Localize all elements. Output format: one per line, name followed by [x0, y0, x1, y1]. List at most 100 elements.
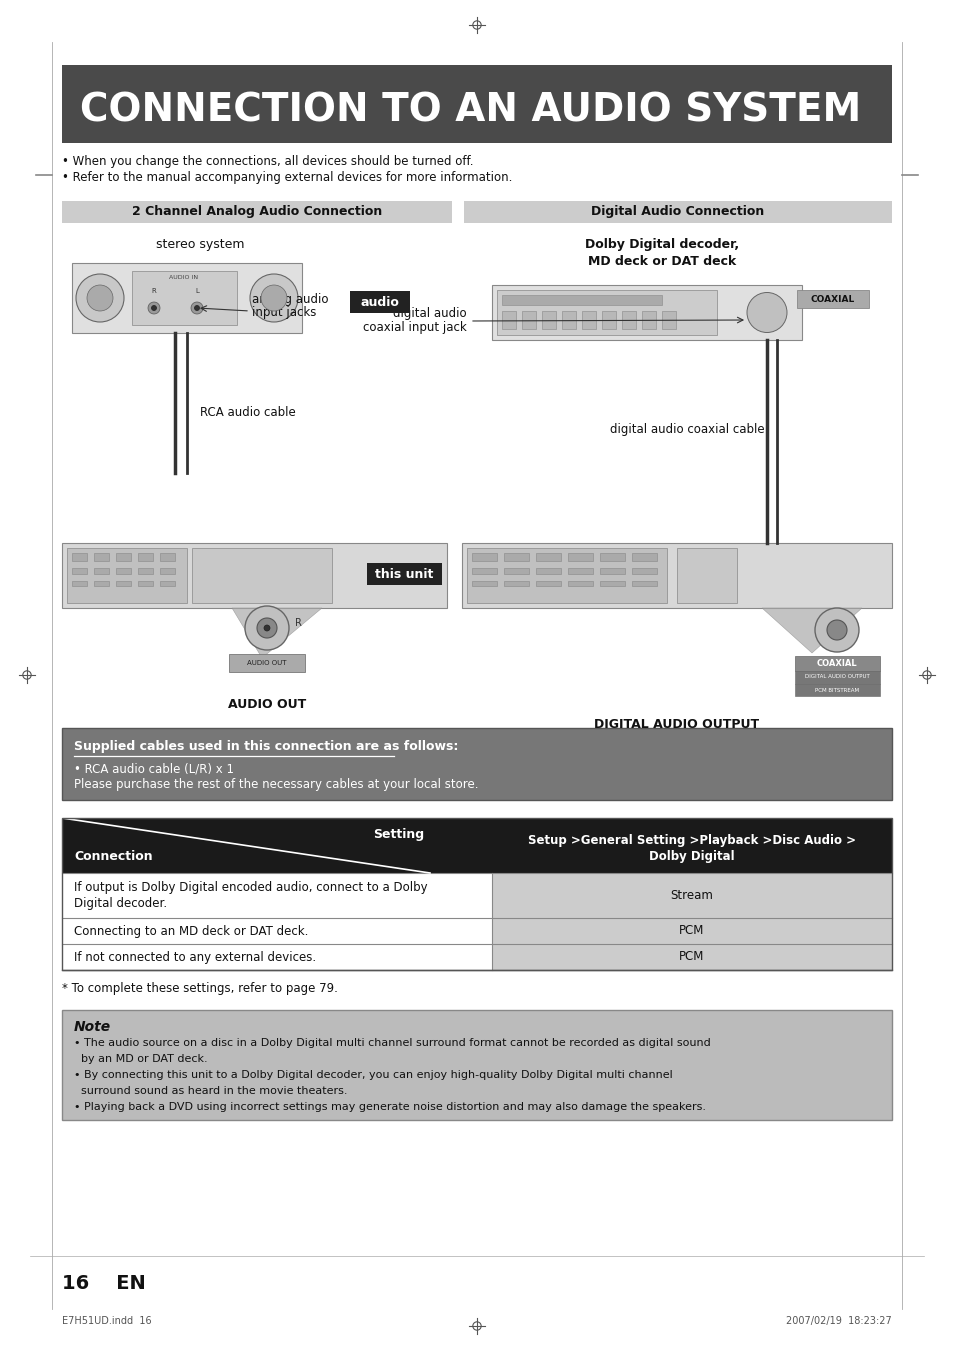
Circle shape — [194, 305, 199, 311]
Bar — [599, 553, 624, 561]
Bar — [138, 553, 152, 561]
Circle shape — [191, 303, 203, 313]
Bar — [116, 567, 131, 574]
Bar — [62, 201, 452, 223]
Bar — [472, 567, 497, 574]
Text: 2007/02/19  18:23:27: 2007/02/19 18:23:27 — [785, 1316, 891, 1325]
Circle shape — [826, 620, 846, 640]
Bar — [501, 311, 516, 330]
Circle shape — [746, 293, 786, 332]
Bar — [71, 581, 87, 586]
Bar — [492, 917, 891, 944]
Text: Digital decoder.: Digital decoder. — [74, 897, 167, 911]
Circle shape — [76, 274, 124, 322]
Bar — [796, 290, 868, 308]
Text: MD deck or DAT deck: MD deck or DAT deck — [587, 255, 736, 267]
Text: surround sound as heard in the movie theaters.: surround sound as heard in the movie the… — [74, 1086, 347, 1096]
Bar — [661, 311, 676, 330]
Text: • By connecting this unit to a Dolby Digital decoder, you can enjoy high-quality: • By connecting this unit to a Dolby Dig… — [74, 1070, 672, 1079]
Bar — [601, 311, 616, 330]
Text: • Playing back a DVD using incorrect settings may generate noise distortion and : • Playing back a DVD using incorrect set… — [74, 1102, 705, 1112]
Text: AUDIO OUT: AUDIO OUT — [228, 698, 306, 711]
Bar — [567, 553, 593, 561]
Bar — [62, 65, 891, 143]
Bar — [116, 581, 131, 586]
Bar — [631, 567, 657, 574]
Text: Setting: Setting — [373, 828, 423, 842]
Bar — [132, 272, 236, 326]
Text: audio: audio — [360, 296, 399, 308]
Bar — [536, 581, 560, 586]
Circle shape — [814, 608, 858, 653]
Text: input jacks: input jacks — [252, 305, 316, 319]
Text: DIGITAL AUDIO OUTPUT: DIGITAL AUDIO OUTPUT — [803, 674, 868, 680]
Text: R: R — [294, 617, 301, 628]
Bar — [541, 311, 556, 330]
Bar — [71, 567, 87, 574]
Bar — [67, 549, 187, 603]
Text: PCM: PCM — [679, 951, 704, 963]
Text: • The audio source on a disc in a Dolby Digital multi channel surround format ca: • The audio source on a disc in a Dolby … — [74, 1038, 710, 1048]
Text: COAXIAL: COAXIAL — [810, 295, 854, 304]
Bar — [561, 311, 576, 330]
Text: PCM BITSTREAM: PCM BITSTREAM — [814, 688, 858, 693]
Bar — [62, 728, 891, 800]
Text: COAXIAL: COAXIAL — [816, 658, 857, 667]
Bar — [497, 290, 717, 335]
Circle shape — [264, 626, 270, 631]
Bar — [503, 567, 529, 574]
Bar — [62, 543, 447, 608]
Bar — [567, 581, 593, 586]
Text: PCM: PCM — [679, 924, 704, 938]
Text: digital audio coaxial cable: digital audio coaxial cable — [609, 423, 763, 436]
Polygon shape — [232, 608, 322, 658]
Bar — [62, 1011, 891, 1120]
Text: Note: Note — [74, 1020, 111, 1034]
Text: Connecting to an MD deck or DAT deck.: Connecting to an MD deck or DAT deck. — [74, 924, 308, 938]
Bar — [62, 817, 891, 970]
Bar — [229, 654, 305, 671]
Bar — [621, 311, 636, 330]
Circle shape — [261, 285, 287, 311]
Text: digital audio: digital audio — [393, 307, 467, 319]
Bar — [94, 581, 109, 586]
Bar — [138, 567, 152, 574]
Bar — [521, 311, 536, 330]
Bar — [160, 567, 174, 574]
Text: Setup >General Setting >Playback >Disc Audio >: Setup >General Setting >Playback >Disc A… — [527, 834, 855, 847]
Bar — [503, 581, 529, 586]
Bar — [94, 553, 109, 561]
Text: 2 Channel Analog Audio Connection: 2 Channel Analog Audio Connection — [132, 205, 382, 219]
Text: Dolby Digital: Dolby Digital — [648, 850, 734, 863]
Bar — [503, 553, 529, 561]
Bar — [631, 581, 657, 586]
Bar — [567, 567, 593, 574]
Text: coaxial input jack: coaxial input jack — [363, 320, 467, 334]
Bar — [62, 817, 891, 873]
Bar — [463, 201, 891, 223]
Bar — [116, 553, 131, 561]
Text: Stream: Stream — [670, 889, 713, 902]
Text: Please purchase the rest of the necessary cables at your local store.: Please purchase the rest of the necessar… — [74, 778, 478, 790]
Circle shape — [256, 617, 276, 638]
Text: analog audio: analog audio — [252, 293, 328, 305]
Text: stereo system: stereo system — [155, 238, 244, 251]
Bar — [501, 295, 661, 305]
Text: R: R — [152, 288, 156, 295]
Text: AUDIO IN: AUDIO IN — [170, 276, 198, 280]
Bar — [631, 553, 657, 561]
Text: Supplied cables used in this connection are as follows:: Supplied cables used in this connection … — [74, 740, 457, 753]
Text: AUDIO OUT: AUDIO OUT — [247, 661, 287, 666]
Bar — [794, 671, 879, 684]
Bar — [71, 553, 87, 561]
Text: Dolby Digital decoder,: Dolby Digital decoder, — [584, 238, 739, 251]
Circle shape — [245, 607, 289, 650]
Text: E7H51UD.indd  16: E7H51UD.indd 16 — [62, 1316, 152, 1325]
Circle shape — [148, 303, 160, 313]
Bar — [794, 657, 879, 671]
Bar — [467, 549, 666, 603]
Bar — [677, 549, 737, 603]
Text: • Refer to the manual accompanying external devices for more information.: • Refer to the manual accompanying exter… — [62, 172, 512, 184]
Bar — [138, 581, 152, 586]
Bar — [461, 543, 891, 608]
